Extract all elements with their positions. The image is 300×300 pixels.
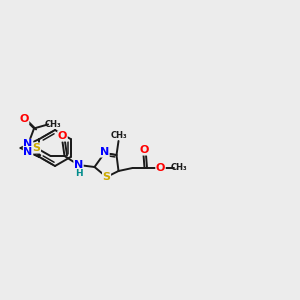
Text: S: S [103, 172, 110, 182]
Text: N: N [23, 140, 33, 149]
Text: O: O [156, 163, 165, 173]
Text: CH₃: CH₃ [45, 120, 61, 129]
Text: CH₃: CH₃ [170, 164, 187, 172]
Text: N: N [100, 147, 109, 157]
Text: N: N [74, 160, 83, 170]
Text: H: H [75, 169, 82, 178]
Text: N: N [23, 147, 33, 157]
Text: O: O [140, 145, 149, 155]
Text: S: S [32, 143, 40, 153]
Text: O: O [58, 131, 67, 141]
Text: CH₃: CH₃ [110, 131, 127, 140]
Text: O: O [20, 114, 29, 124]
